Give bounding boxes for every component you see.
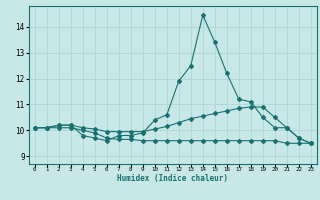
X-axis label: Humidex (Indice chaleur): Humidex (Indice chaleur)	[117, 174, 228, 183]
